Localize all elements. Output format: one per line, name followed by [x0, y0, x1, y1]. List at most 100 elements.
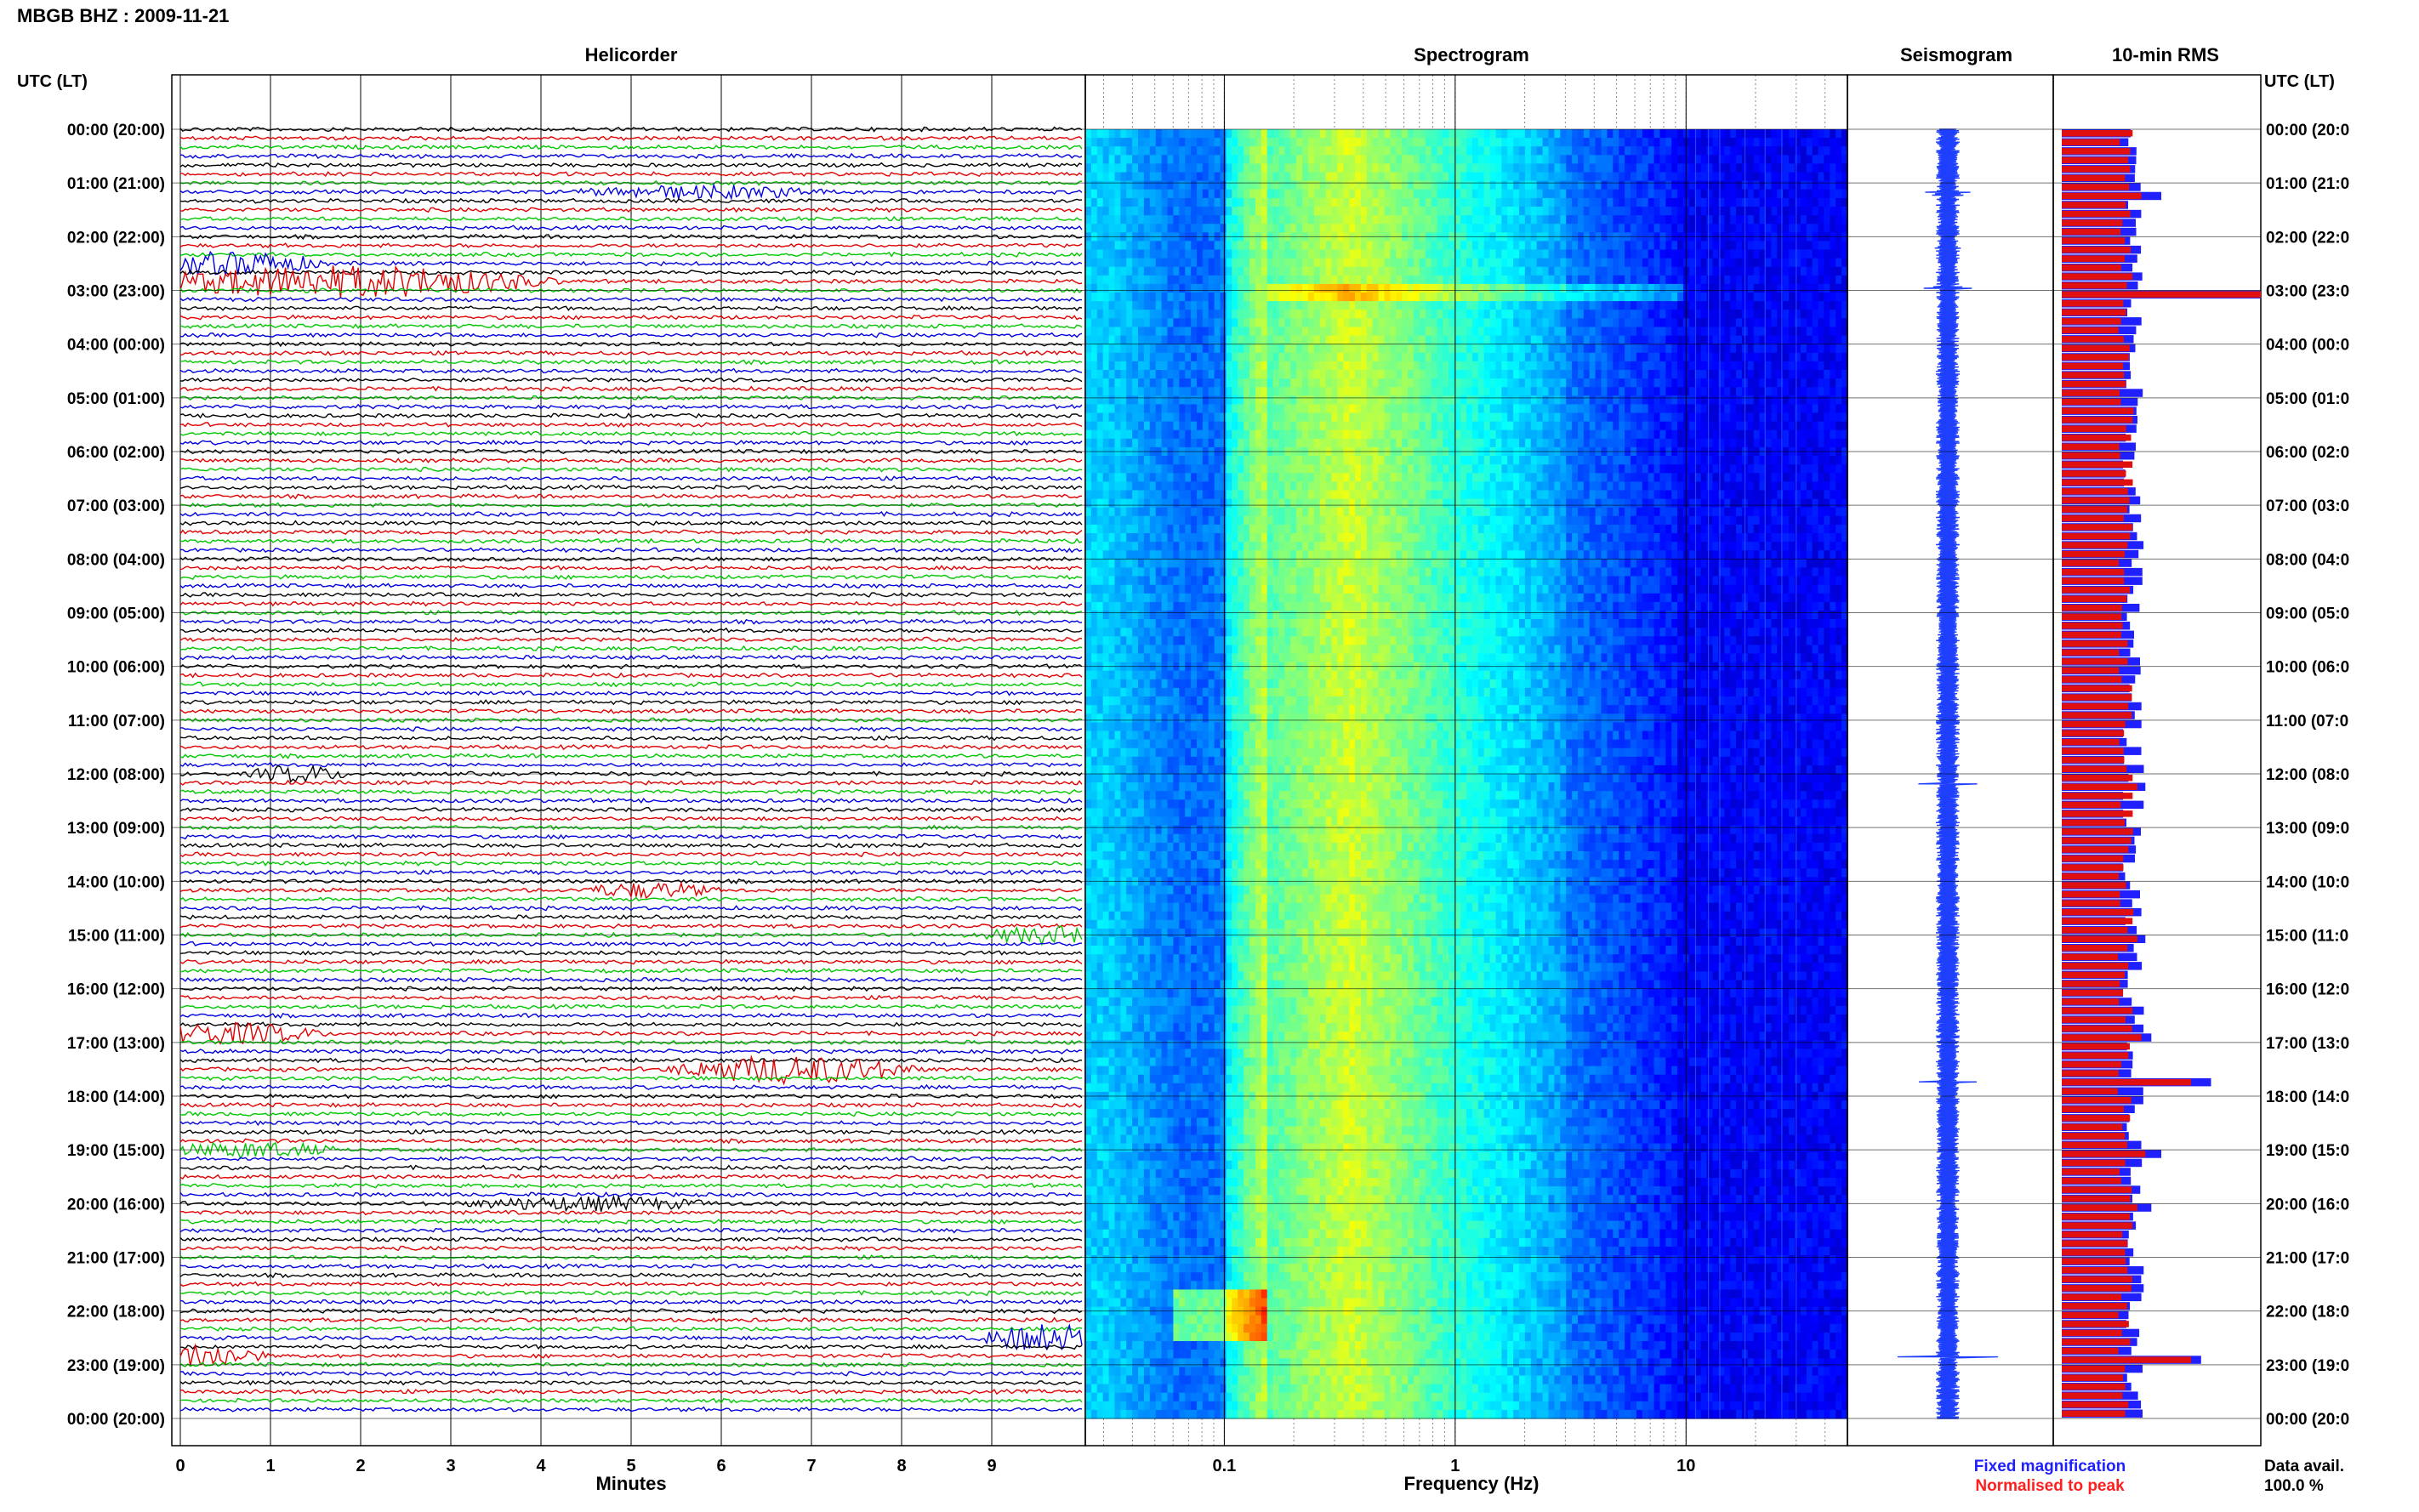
spectrogram-cell: [1161, 293, 1169, 302]
spectrogram-cell: [1220, 1323, 1227, 1333]
spectrogram-cell: [1197, 593, 1204, 603]
spectrogram-cell: [1266, 739, 1274, 749]
spectrogram-cell: [1155, 1323, 1163, 1333]
spectrogram-cell: [1179, 1315, 1186, 1325]
spectrogram-cell: [1155, 1220, 1163, 1231]
spectrogram-cell: [1155, 1358, 1163, 1367]
spectrogram-cell: [1266, 163, 1274, 173]
spectrogram-cell: [1173, 687, 1180, 697]
spectrogram-cell: [1114, 601, 1121, 611]
spectrogram-cell: [1090, 395, 1098, 405]
spectrogram-cell: [1208, 1023, 1215, 1032]
spectrogram-cell: [1226, 937, 1232, 946]
spectrogram-cell: [1138, 885, 1145, 895]
spectrogram-cell: [1249, 1289, 1256, 1299]
spectrogram-cell: [1255, 1143, 1262, 1153]
spectrogram-cell: [1090, 705, 1098, 714]
spectrogram-cell: [1143, 138, 1151, 147]
spectrogram-cell: [1249, 1023, 1256, 1032]
spectrogram-cell: [1108, 1186, 1116, 1196]
spectrogram-cell: [1108, 1323, 1116, 1333]
spectrogram-cell: [1185, 249, 1192, 259]
spectrogram-cell: [1197, 645, 1204, 655]
spectrogram-cell: [1261, 988, 1268, 998]
spectrogram-cell: [1214, 584, 1221, 594]
spectrogram-cell: [1255, 868, 1262, 878]
spectrogram-cell: [1208, 1126, 1215, 1136]
spectrogram-cell: [1266, 808, 1274, 818]
spectrogram-cell: [1191, 189, 1198, 199]
spectrogram-cell: [1202, 293, 1210, 302]
spectrogram-cell: [1161, 593, 1169, 603]
spectrogram-cell: [1226, 456, 1232, 465]
spectrogram-cell: [1120, 774, 1127, 783]
spectrogram-cell: [1085, 1409, 1092, 1419]
spectrogram-cell: [1167, 1272, 1174, 1282]
spectrogram-cell: [1085, 138, 1092, 147]
spectrogram-cell: [1179, 971, 1186, 981]
spectrogram-cell: [1173, 868, 1180, 878]
spectrogram-cell: [1266, 1350, 1274, 1359]
spectrogram-cell: [1173, 1341, 1180, 1350]
spectrogram-cell: [1120, 1178, 1127, 1187]
spectrogram-cell: [1090, 1040, 1098, 1049]
spectrogram-cell: [1096, 283, 1104, 293]
spectrogram-cell: [1138, 301, 1145, 310]
spectrogram-cell: [1255, 438, 1262, 448]
spectrogram-cell: [1102, 1264, 1110, 1273]
spectrogram-cell: [1126, 1264, 1133, 1273]
spectrogram-cell: [1173, 138, 1180, 147]
spectrogram-cell: [1226, 705, 1232, 714]
spectrogram-cell: [1226, 249, 1232, 259]
spectrogram-cell: [1138, 851, 1145, 861]
spectrogram-cell: [1108, 1401, 1116, 1411]
spectrogram-cell: [1255, 370, 1262, 379]
spectrogram-cell: [1197, 1040, 1204, 1049]
spectrogram-cell: [1226, 533, 1232, 543]
spectrogram-cell: [1214, 713, 1221, 723]
spectrogram-cell: [1255, 1178, 1262, 1187]
spectrogram-cell: [1191, 1281, 1198, 1290]
spectrogram-cell: [1179, 241, 1186, 251]
spectrogram-cell: [1090, 163, 1098, 173]
spectrogram-cell: [1161, 1074, 1169, 1084]
spectrogram-cell: [1149, 1186, 1157, 1196]
spectrogram-cell: [1266, 584, 1274, 594]
spectrogram-cell: [1138, 507, 1145, 517]
spectrogram-cell: [1179, 258, 1186, 268]
spectrogram-cell: [1161, 1066, 1169, 1076]
spectrogram-cell: [1244, 1212, 1250, 1222]
spectrogram-cell: [1255, 163, 1262, 173]
spectrogram-cell: [1226, 593, 1232, 603]
spectrogram-cell: [1090, 722, 1098, 732]
spectrogram-cell: [1096, 980, 1104, 990]
spectrogram-cell: [1214, 1040, 1221, 1049]
spectrogram-cell: [1238, 1289, 1244, 1299]
spectrogram-cell: [1272, 241, 1280, 251]
spectrogram-cell: [1191, 1220, 1198, 1231]
spectrogram-cell: [1226, 515, 1232, 526]
spectrogram-cell: [1202, 550, 1210, 560]
spectrogram-cell: [1138, 1229, 1145, 1239]
spectrogram-cell: [1197, 799, 1204, 809]
spectrogram-cell: [1214, 1409, 1221, 1419]
helicorder-trace: [179, 895, 1083, 902]
spectrogram-cell: [1220, 258, 1227, 268]
spectrogram-cell: [1102, 765, 1110, 775]
spectrogram-cell: [1102, 1109, 1110, 1118]
spectrogram-cell: [1173, 601, 1180, 611]
spectrogram-cell: [1132, 559, 1139, 568]
spectrogram-cell: [1085, 1100, 1092, 1110]
spectrogram-cell: [1096, 1289, 1104, 1299]
spectrogram-cell: [1238, 954, 1244, 963]
spectrogram-cell: [1244, 1289, 1250, 1299]
spectrogram-cell: [1261, 1229, 1268, 1239]
spectrogram-cell: [1179, 1264, 1186, 1273]
spectrogram-cell: [1220, 988, 1227, 998]
spectrogram-cell: [1220, 1350, 1227, 1359]
spectrogram-cell: [1208, 481, 1215, 492]
spectrogram-cell: [1232, 946, 1238, 955]
spectrogram-cell: [1266, 318, 1274, 327]
spectrogram-cell: [1185, 576, 1192, 586]
spectrogram-cell: [1096, 928, 1104, 938]
